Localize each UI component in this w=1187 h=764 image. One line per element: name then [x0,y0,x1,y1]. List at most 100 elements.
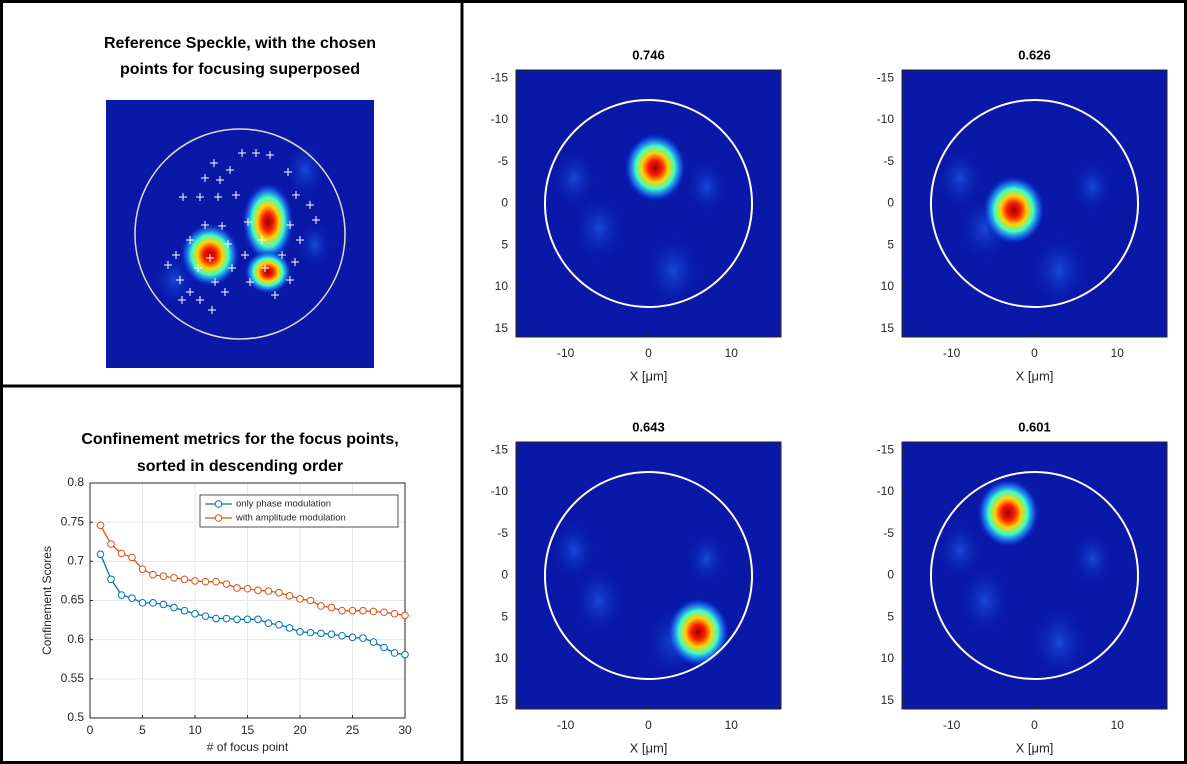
data-point [402,651,409,658]
data-point [297,596,304,603]
faint-blob [1070,530,1114,587]
data-point [370,639,377,646]
data-point [286,625,293,632]
x-tick-label: 10 [725,346,739,360]
data-point [234,616,241,623]
y-tick-label: -15 [491,443,509,457]
y-tick-label: -5 [883,154,894,168]
y-tick-label: 0.7 [67,554,84,568]
y-tick-label: 0.75 [61,514,85,528]
data-point [181,607,188,614]
data-point [213,615,220,622]
faint-blob [684,530,728,587]
y-tick-label: 0.55 [61,671,85,685]
faint-blob [1070,158,1114,215]
data-point [202,613,209,620]
data-point [381,609,388,616]
y-tick-label: 0 [501,568,508,582]
data-point [223,615,230,622]
data-point [244,616,251,623]
y-tick-label: 15 [881,693,895,707]
y-tick-label: 15 [881,321,895,335]
x-tick-label: 10 [1111,346,1125,360]
data-point [381,644,388,651]
y-tick-label: -5 [883,526,894,540]
y-tick-label: -15 [877,443,895,457]
y-tick-label: 0.6 [67,632,84,646]
figure: Reference Speckle, with the chosen point… [0,0,1187,764]
heatmap-image [516,442,781,709]
data-point [150,571,157,578]
data-point [360,635,367,642]
data-point [339,607,346,614]
y-tick-label: -10 [877,112,895,126]
focus-spot [977,478,1040,548]
data-point [349,634,356,641]
y-tick-label: 0 [887,568,894,582]
x-tick-label: -10 [557,718,575,732]
heatmap-background [516,442,781,709]
legend-label: with amplitude modulation [235,513,346,524]
data-point [391,650,398,657]
y-tick-label: 10 [881,651,895,665]
data-point [181,576,188,583]
y-tick-label: 0.8 [67,475,84,489]
data-point [244,585,251,592]
x-tick-label: 0 [645,346,652,360]
panel-title: Confinement metrics for the focus points… [81,431,398,448]
data-point [129,595,136,602]
data-point [307,629,314,636]
data-point [265,620,272,627]
data-point [118,550,125,557]
data-point [255,587,262,594]
legend-label: only phase modulation [236,499,331,510]
x-tick-label: 10 [1111,718,1125,732]
data-point [339,632,346,639]
x-axis-label: X [μm] [1016,740,1054,755]
data-point [276,589,283,596]
y-tick-label: -10 [491,112,509,126]
focus-spot [624,133,687,203]
x-tick-label: 0 [1031,718,1038,732]
y-tick-label: 5 [501,237,508,251]
faint-blob [684,158,728,215]
x-tick-label: 15 [241,723,255,737]
legend-marker [215,501,222,508]
data-point [171,604,178,611]
heatmap-image [902,442,1167,709]
x-tick-label: 10 [188,723,202,737]
panel-title: points for focusing superposed [120,61,360,78]
panel-title: sorted in descending order [137,458,343,475]
y-tick-label: 10 [495,651,509,665]
y-axis-label: Confinement Scores [40,546,54,655]
focus-spot [667,597,730,667]
y-tick-label: -15 [877,71,895,85]
x-axis-label: # of focus point [207,740,289,754]
y-tick-label: 0.65 [61,593,85,607]
y-tick-label: 10 [495,279,509,293]
data-point [255,616,262,623]
data-point [150,600,157,607]
y-tick-label: 5 [501,609,508,623]
data-point [139,600,146,607]
heatmap-title: 0.601 [1018,419,1051,434]
x-tick-label: 0 [645,718,652,732]
data-point [297,629,304,636]
y-tick-label: 5 [887,237,894,251]
data-point [129,554,136,561]
data-point [318,603,325,610]
y-tick-label: 5 [887,609,894,623]
data-point [97,551,104,558]
heatmap-title: 0.626 [1018,47,1051,62]
data-point [318,630,325,637]
y-tick-label: -15 [491,71,509,85]
data-point [276,621,283,628]
x-axis-label: X [μm] [630,368,668,383]
x-tick-label: 0 [87,723,94,737]
y-tick-label: 0 [887,196,894,210]
heatmap-image [516,70,781,337]
x-tick-label: -10 [557,346,575,360]
heatmap-title: 0.746 [632,47,665,62]
data-point [328,604,335,611]
data-point [234,585,241,592]
